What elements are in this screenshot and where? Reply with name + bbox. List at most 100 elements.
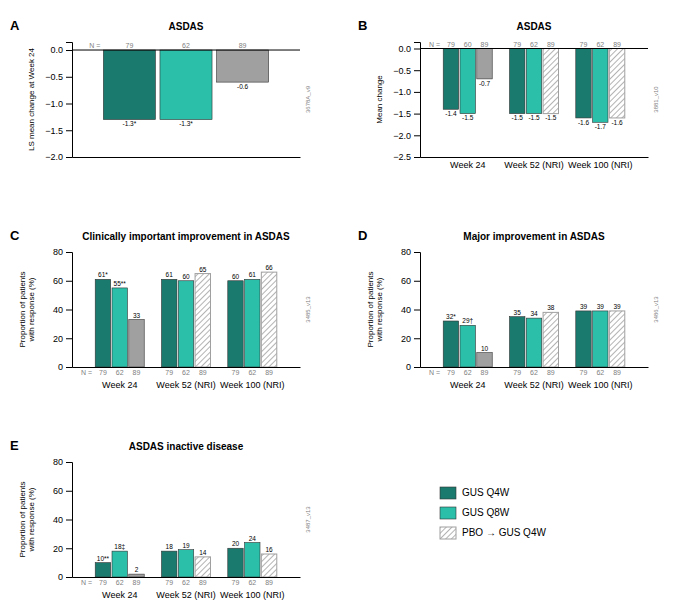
n-labels: N =796289: [89, 42, 246, 49]
n-label: 62: [596, 369, 604, 376]
tick-label: 40: [53, 515, 63, 525]
data-label: -1.5: [462, 114, 474, 121]
y-label-line: Proportion of patients: [18, 271, 27, 347]
title: Major improvement in ASDAS: [463, 231, 605, 242]
n-label: 62: [248, 369, 256, 376]
n-label: 60: [464, 41, 472, 48]
n-labels: N =797979606262898989: [429, 41, 621, 48]
tick-label: −2.0: [393, 131, 411, 141]
tick: −2.5: [393, 152, 420, 162]
tick: 40: [401, 305, 420, 315]
panel-letter: D: [358, 228, 367, 243]
y-axis: 020406080: [53, 247, 73, 372]
bar: [509, 49, 524, 114]
bar: [161, 279, 176, 367]
n-label: 89: [239, 42, 247, 49]
n-label: 89: [547, 369, 555, 376]
legend: GUS Q4WGUS Q8WPBO → GUS Q4W: [440, 487, 546, 539]
panel: 020406080Week 24Week 52 (NRI)Week 100 (N…: [10, 228, 311, 390]
data-labels: 61*616055**6061336566: [98, 264, 273, 318]
data-label: 61*: [98, 271, 108, 278]
tick-mark: [414, 338, 420, 339]
n-label: 89: [613, 369, 621, 376]
tick: −2.0: [45, 152, 72, 162]
panel-letter: E: [10, 438, 19, 453]
bars: [103, 50, 268, 120]
n-label: 89: [265, 579, 273, 586]
data-label: -1.5: [545, 114, 557, 121]
tick-mark: [414, 367, 420, 368]
n-label: 79: [513, 369, 521, 376]
n-label: 89: [265, 369, 273, 376]
data-label: 60: [182, 273, 190, 280]
y-label: Proportion of patientswith response (%): [18, 271, 36, 347]
n-labels: N =797979626262898989: [81, 369, 273, 376]
data-label: 39: [597, 303, 605, 310]
tick: 60: [53, 276, 72, 286]
tick: Week 52 (NRI): [504, 367, 563, 390]
tick: 80: [53, 247, 72, 257]
tick-label: 0.0: [50, 45, 63, 55]
n-label: 89: [481, 369, 489, 376]
n-labels: N =797979626262898989: [429, 369, 621, 376]
tick-mark: [66, 577, 72, 578]
n-label: 79: [232, 369, 240, 376]
bars: [443, 311, 625, 367]
category-label: Week 24: [450, 380, 485, 390]
title: ASDAS: [516, 21, 551, 32]
n-label: 79: [165, 579, 173, 586]
bar: [129, 574, 144, 577]
data-label: 60: [232, 273, 240, 280]
bar: [593, 311, 608, 367]
axis-line: [66, 463, 73, 578]
n-label: 79: [165, 369, 173, 376]
tick: Week 100 (NRI): [568, 367, 632, 390]
category-label: Week 100 (NRI): [220, 590, 284, 600]
tick-mark: [66, 491, 72, 492]
n-label: 62: [116, 369, 124, 376]
side-label: 3487_v13: [305, 506, 311, 533]
tick: −1.5: [393, 109, 420, 119]
data-labels: -1.3*-1.3*-0.6: [123, 83, 249, 127]
bar: [217, 50, 269, 82]
tick-mark: [66, 462, 72, 463]
data-label: 2: [135, 566, 139, 573]
panel-letter: B: [358, 18, 367, 33]
side-label: 3485_v13: [305, 296, 311, 323]
tick: −0.5: [393, 66, 420, 76]
tick-label: −1.5: [45, 126, 63, 136]
bar: [460, 49, 475, 114]
tick-label: −1.0: [45, 99, 63, 109]
tick-label: 0: [406, 362, 411, 372]
bar: [95, 279, 110, 367]
bar: [460, 325, 475, 367]
bar: [95, 563, 110, 577]
zero-line: [72, 50, 300, 51]
data-label: 65: [199, 266, 207, 273]
n-label: 79: [447, 41, 455, 48]
bar: [112, 551, 127, 577]
y-axis: 0.0−0.5−1.0−1.5−2.0: [45, 43, 72, 163]
axis-line: [73, 157, 301, 158]
bar: [195, 274, 210, 367]
bar: [509, 317, 524, 367]
bar: [477, 49, 492, 79]
n-label: 62: [116, 579, 124, 586]
n-label: 89: [199, 579, 207, 586]
data-label: 61: [249, 271, 257, 278]
data-label: -1.5: [512, 114, 524, 121]
tick-mark: [414, 157, 420, 158]
bar: [543, 312, 558, 367]
tick-label: 80: [401, 247, 411, 257]
panel: 0.0−0.5−1.0−1.5−2.0−2.5Week 24Week 52 (N…: [358, 18, 659, 170]
bar: [161, 551, 176, 577]
n-prefix: N =: [429, 41, 440, 48]
category-label: Week 24: [102, 590, 137, 600]
category-label: Week 52 (NRI): [156, 380, 215, 390]
y-label-line: with response (%): [27, 487, 36, 552]
category-label: Week 52 (NRI): [504, 380, 563, 390]
zero-line: [420, 48, 648, 49]
tick-mark: [66, 520, 72, 521]
tick: 20: [53, 544, 72, 554]
axis-line: [414, 253, 421, 368]
